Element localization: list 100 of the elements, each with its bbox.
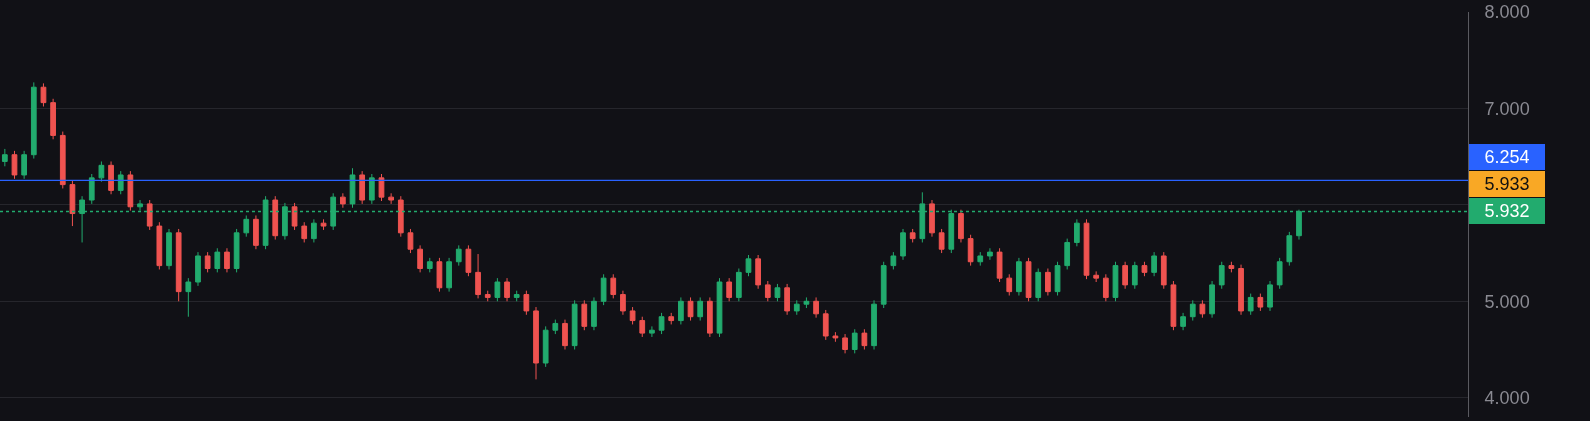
- candlestick: [745, 254, 752, 277]
- candlestick: [1054, 261, 1061, 296]
- candlestick: [69, 180, 76, 227]
- candlestick: [1218, 261, 1225, 290]
- candlestick: [880, 261, 887, 309]
- candlestick: [446, 257, 452, 293]
- candlestick: [1045, 268, 1051, 296]
- y-tick-label: 8.000: [1484, 2, 1530, 23]
- candlestick: [697, 296, 704, 322]
- candlestick: [600, 273, 607, 306]
- candlestick: [1112, 261, 1119, 302]
- candlestick: [378, 173, 385, 202]
- text: 5.933: [1484, 174, 1530, 194]
- candlestick: [755, 254, 762, 290]
- candlestick: [1228, 261, 1235, 273]
- candlestick: [1, 148, 8, 167]
- candlestick: [813, 296, 819, 319]
- candlestick: [204, 251, 211, 273]
- candlestick: [977, 251, 984, 267]
- candlestick: [127, 170, 134, 212]
- candlestick: [224, 247, 230, 273]
- candlestick: [465, 244, 472, 277]
- candlestick: [59, 131, 66, 189]
- candlestick: [851, 328, 858, 354]
- candlestick: [339, 192, 346, 209]
- candlestick: [1286, 231, 1293, 267]
- candlestick: [214, 247, 221, 273]
- candlestick: [417, 244, 423, 273]
- candlestick: [1064, 238, 1071, 270]
- candlestick: [1122, 261, 1129, 290]
- candlestick: [301, 221, 308, 243]
- candlestick: [552, 319, 559, 335]
- candlestick: [1199, 299, 1206, 319]
- candlestick: [108, 160, 114, 195]
- candlestick: [1141, 261, 1148, 277]
- candlestick: [1257, 293, 1264, 312]
- candlestick: [871, 299, 877, 350]
- y-tick-label: 7.000: [1484, 98, 1530, 119]
- candlestick: [1073, 218, 1080, 247]
- candlestick: [523, 290, 530, 316]
- candlestick: [1238, 264, 1244, 316]
- candlestick: [156, 221, 163, 270]
- candlestick: [1093, 270, 1100, 283]
- candlestick: [1006, 273, 1013, 296]
- candlestick: [484, 290, 491, 302]
- candlestick: [185, 277, 192, 318]
- candlestick: [639, 316, 646, 338]
- candlestick: [311, 218, 317, 243]
- candlestick: [1247, 293, 1254, 316]
- candlestick: [88, 173, 95, 205]
- candlestick: [146, 199, 153, 231]
- candlestick: [938, 228, 945, 254]
- candlestick: [1083, 218, 1090, 280]
- candlestick: [1267, 280, 1273, 312]
- candlestick: [1016, 257, 1022, 296]
- candlestick: [716, 277, 723, 338]
- candlestick: [793, 299, 800, 316]
- candlestick: [987, 247, 993, 261]
- candlestick: [233, 228, 240, 273]
- candlestick: [1131, 261, 1138, 290]
- candlestick: [774, 283, 781, 302]
- candlestick: [359, 170, 366, 205]
- candlestick: [253, 214, 259, 250]
- candlestick: [407, 228, 414, 254]
- candlestick: [542, 325, 549, 368]
- candlestick: [349, 167, 356, 209]
- candlestick: [195, 251, 201, 287]
- candlestick: [50, 98, 56, 140]
- candlestick: [842, 333, 848, 354]
- y-tick-label: 5.000: [1484, 291, 1530, 312]
- candlestick: [996, 247, 1003, 283]
- candlestick: [629, 306, 636, 325]
- candlestick: [610, 273, 617, 299]
- candlestick: [320, 218, 327, 231]
- candlestick: [803, 296, 810, 309]
- candlestick: [909, 228, 916, 243]
- candlestick: [272, 195, 279, 241]
- candlestick: [832, 331, 839, 343]
- candlestick: [620, 290, 626, 316]
- ref-line-label: 5.932: [1484, 201, 1530, 221]
- candlestick: [117, 170, 124, 195]
- candlestick: [455, 244, 462, 267]
- candlestick: [291, 202, 298, 231]
- candlestick: [591, 296, 597, 331]
- candlestick: [649, 325, 655, 338]
- candlestick: [784, 283, 790, 316]
- candlestick: [368, 173, 375, 205]
- y-tick-label: 4.000: [1484, 388, 1530, 409]
- candlestick: [40, 82, 47, 107]
- candlestick: [929, 199, 935, 238]
- candlestick: [726, 277, 733, 302]
- candlestick: [764, 280, 771, 302]
- candlestick: [967, 234, 974, 267]
- candlestick: [678, 296, 684, 325]
- candlestick: [397, 195, 404, 238]
- candlestick: [426, 257, 433, 273]
- candlestick: [1170, 280, 1177, 331]
- candlestick: [735, 268, 742, 302]
- candlestick: [30, 81, 37, 160]
- candlestick: [658, 312, 665, 335]
